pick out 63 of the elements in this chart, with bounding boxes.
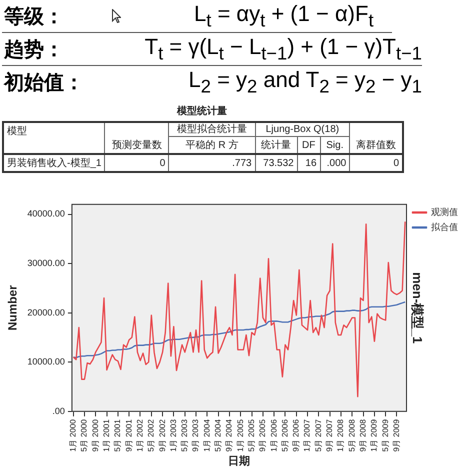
y-tick-label: 30000.00 [27,258,65,268]
text: L$_{t}$ = αy$_{t}$ + (1 − α)F$_{t}$ [194,0,374,32]
x-tick-label: 5月 2004 [214,418,223,452]
text: 离群值数 [350,122,403,154]
x-tick-label: 5月 2002 [146,418,156,452]
text: .000 [320,154,350,172]
x-tick-label: 9月 2003 [191,418,200,452]
x-tick-label: 1月 2005 [236,418,245,452]
x-tick-label: 1月 2002 [135,418,144,452]
x-tick-label: 1月 2003 [168,418,178,452]
x-tick-label: 5月 2000 [80,418,89,452]
text: 模型 [3,122,105,154]
x-tick-label: 1月 2008 [336,418,346,452]
x-axis-title: 日期 [228,454,250,468]
text: 0 [104,154,169,172]
x-tick-label: 9月 2006 [292,418,301,452]
text: Sig. [320,136,350,154]
y-tick-label: 10000.00 [27,356,65,367]
text: 预测变量数 [104,122,169,154]
y-tick-label: 20000.00 [27,307,65,318]
x-tick-label: 9月 2007 [325,418,334,452]
x-tick-label: 5月 2001 [113,418,122,452]
x-tick-label: 5月 2005 [246,418,256,452]
text: 16 [297,154,320,172]
legend-label: 拟合值 [431,222,458,232]
x-tick-label: 5月 2008 [347,418,356,452]
text: 0 [350,154,403,172]
text: L$_{2}$ = y$_{2}$ and T$_{2}$ = y$_{2}$ − y$_{1}$ [188,66,422,96]
text: DF [297,136,320,154]
text: 男装销售收入-模型_1 [3,154,105,172]
y-tick-label: 40000.00 [27,208,65,219]
text: 统计量 [255,136,298,154]
x-tick-label: 5月 2009 [380,418,390,452]
text: 等级： [3,4,65,30]
x-tick-label: 9月 2008 [358,418,368,452]
x-tick-label: 9月 2004 [224,418,234,452]
x-tick-label: 9月 2001 [124,418,134,452]
text: 平稳的 R 方 [168,136,256,154]
x-tick-label: 1月 2000 [68,418,78,452]
x-tick-label: 1月 2007 [302,418,312,452]
y-axis-title: Number [6,284,20,331]
x-tick-label: 1月 2001 [102,418,111,452]
x-tick-label: 9月 2005 [258,418,268,452]
x-tick-label: 1月 2009 [370,418,379,452]
text: 初始值： [2,70,85,96]
text: T$_{t}$ = γ(L$_{t}$ − L$_{t−1}$) + (1 − γ)T$_{t−1}$ [144,34,422,64]
text: 模型拟合统计量 [168,122,256,136]
x-tick-label: 5月 2003 [180,418,190,452]
text: Ljung-Box Q(18) [255,122,350,136]
text: .773 [168,154,256,172]
x-tick-label: 9月 2002 [158,418,167,452]
x-tick-label: 9月 2000 [90,418,100,452]
x-tick-label: 9月 2009 [392,418,401,452]
x-tick-label: 1月 2004 [202,418,212,452]
legend-label: 观测值 [431,206,458,217]
x-tick-label: 1月 2006 [269,418,278,452]
x-tick-label: 5月 2006 [280,418,290,452]
y-tick-label: .00 [52,406,65,416]
text: 73.532 [255,154,298,172]
text: men-模型_1 [410,272,425,344]
x-tick-label: 5月 2007 [314,418,323,452]
text: 模型统计量 [176,104,228,118]
text: 趋势： [2,38,65,62]
